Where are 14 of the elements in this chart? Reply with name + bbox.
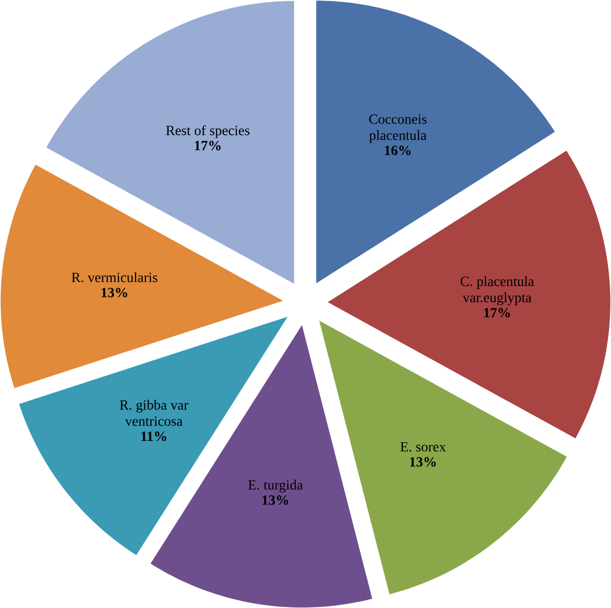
- slice-label: R. gibba var ventricosa: [120, 400, 188, 426]
- slice-label: R. vermicularis: [72, 272, 158, 282]
- data-label: 13%: [102, 288, 128, 298]
- slice-label: Rest of species: [166, 125, 250, 138]
- slice-label: Cocconeis placentula: [369, 114, 427, 143]
- data-label: 16%: [384, 146, 411, 156]
- slice-label: E. sorex: [400, 442, 446, 452]
- data-label: 17%: [194, 140, 221, 150]
- slice-label: C. placentula var.euglypta: [460, 276, 534, 306]
- data-label: 11%: [141, 431, 166, 441]
- slice-label: E. turgida: [248, 480, 303, 492]
- data-label: 17%: [484, 308, 510, 318]
- data-label: 13%: [262, 495, 288, 505]
- data-label: 13%: [410, 457, 436, 467]
